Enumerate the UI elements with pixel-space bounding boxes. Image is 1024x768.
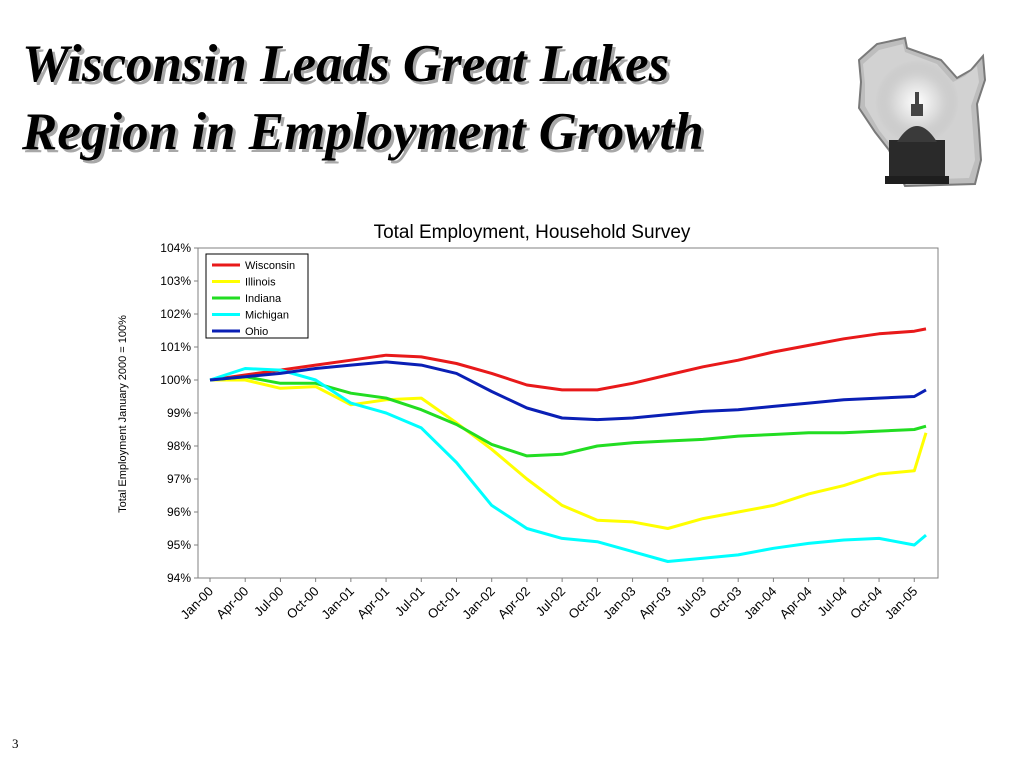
x-tick-label: Jul-01 (392, 584, 428, 620)
plot-area (197, 247, 939, 579)
x-tick-label: Jan-01 (318, 584, 357, 623)
chart-legend: Wisconsin Illinois Indiana Michigan Ohio (205, 253, 309, 339)
x-tick-label: Oct-03 (706, 584, 744, 622)
legend-label-michigan: Michigan (245, 310, 289, 322)
x-tick-label: Jul-03 (673, 584, 709, 620)
y-axis-label: Total Employment January 2000 = 100% (117, 315, 129, 513)
x-tick-label: Jan-02 (459, 584, 498, 623)
slide-title-line-2: Region in Employment Growth (22, 103, 704, 161)
x-tick-label: Apr-03 (636, 584, 674, 622)
slide-title-line-1: Wisconsin Leads Great Lakes (22, 35, 670, 93)
x-tick-label: Apr-00 (213, 584, 251, 622)
y-tick-label: 96% (167, 505, 191, 519)
x-tick-label: Apr-04 (777, 584, 815, 622)
x-tick-label: Jan-04 (741, 584, 780, 623)
y-tick-label: 94% (167, 571, 191, 585)
x-tick-label: Jan-03 (600, 584, 639, 623)
x-tick-label: Oct-04 (847, 584, 885, 622)
x-tick-label: Oct-02 (565, 584, 603, 622)
y-tick-label: 97% (167, 472, 191, 486)
legend-label-wisconsin: Wisconsin (245, 260, 295, 272)
legend-label-indiana: Indiana (245, 293, 282, 305)
series-line-indiana (209, 375, 927, 458)
series-line-ohio (209, 360, 927, 422)
x-tick-label: Jul-00 (251, 584, 287, 620)
legend-label-illinois: Illinois (245, 277, 276, 289)
y-tick-label: 99% (167, 406, 191, 420)
series-line-illinois (210, 378, 928, 530)
series-lines (209, 327, 928, 563)
slide-title: Wisconsin Leads Great Lakes Region in Em… (22, 30, 842, 166)
legend-box (205, 253, 309, 339)
x-tick-label: Apr-02 (495, 584, 533, 622)
y-tick-label: 103% (160, 274, 191, 288)
x-tick-label: Jan-00 (177, 584, 216, 623)
y-tick-label: 102% (160, 307, 191, 321)
x-tick-label: Jan-05 (882, 584, 921, 623)
y-tick-label: 100% (160, 373, 191, 387)
y-tick-label: 98% (167, 439, 191, 453)
employment-line-chart: Total Employment, Household Survey Total… (117, 222, 939, 622)
series-line-michigan (209, 367, 927, 563)
series-line-wisconsin (209, 327, 927, 392)
y-tick-label: 104% (160, 241, 191, 255)
chart-title: Total Employment, Household Survey (374, 222, 691, 243)
y-tick-label: 95% (167, 538, 191, 552)
x-tick-label: Apr-01 (354, 584, 392, 622)
legend-label-ohio: Ohio (245, 326, 268, 338)
wisconsin-capitol-logo-icon (857, 36, 987, 188)
x-tick-label: Jul-04 (814, 584, 850, 620)
y-axis-ticks: 94% 95% 96% 97% 98% 99% 100% 101% 102% 103% 104% (160, 241, 198, 585)
y-tick-label: 101% (160, 340, 191, 354)
x-tick-label: Oct-01 (424, 584, 462, 622)
page-number: 3 (12, 736, 19, 751)
x-tick-label: Jul-02 (533, 584, 569, 620)
x-tick-label: Oct-00 (284, 584, 322, 622)
